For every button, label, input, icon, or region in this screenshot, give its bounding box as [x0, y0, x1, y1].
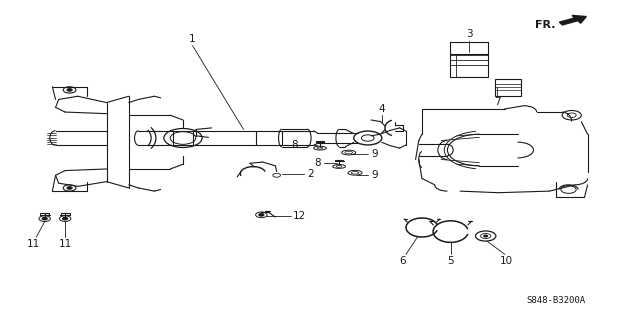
Circle shape: [259, 214, 264, 216]
Text: 11: 11: [58, 239, 72, 249]
Circle shape: [42, 217, 47, 220]
Text: 3: 3: [466, 29, 472, 39]
Text: 4: 4: [378, 104, 385, 114]
Text: 5: 5: [447, 256, 454, 266]
Circle shape: [67, 187, 72, 189]
Text: 8: 8: [291, 140, 298, 150]
Circle shape: [63, 217, 68, 220]
Text: 10: 10: [500, 256, 513, 266]
Text: 9: 9: [371, 170, 378, 180]
Text: 12: 12: [293, 211, 307, 221]
Text: 9: 9: [371, 149, 378, 160]
FancyArrow shape: [559, 15, 586, 25]
Text: 6: 6: [399, 256, 406, 266]
Text: FR.: FR.: [535, 20, 556, 30]
Bar: [495, 79, 521, 96]
Text: 2: 2: [307, 169, 314, 179]
Text: 1: 1: [189, 34, 196, 44]
Text: 7: 7: [494, 97, 500, 107]
Text: 11: 11: [28, 239, 40, 249]
Circle shape: [67, 89, 72, 91]
Text: 8: 8: [314, 158, 321, 168]
Circle shape: [484, 235, 488, 237]
Text: S848-B3200A: S848-B3200A: [526, 296, 586, 305]
Bar: [450, 54, 488, 77]
